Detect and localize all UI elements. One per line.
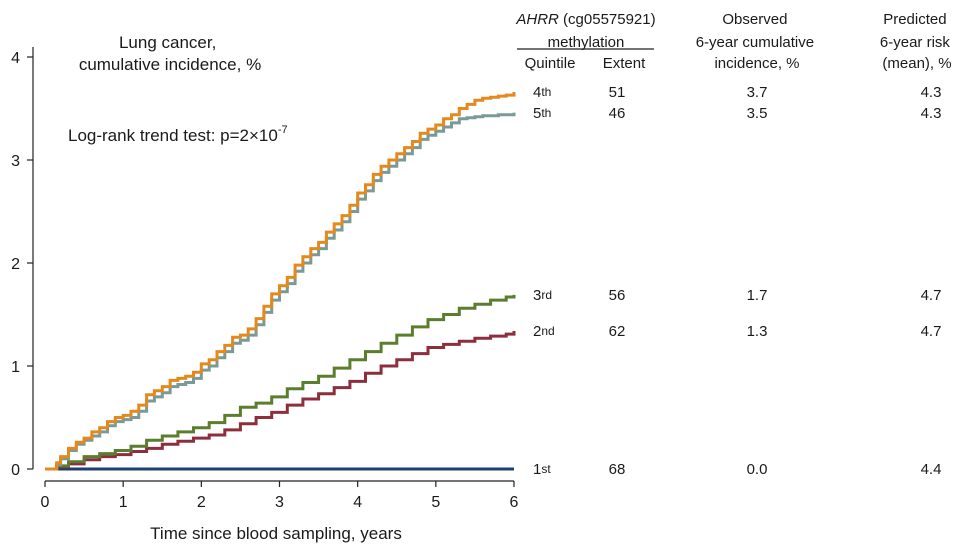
logrank-exponent: -7: [278, 124, 288, 136]
x-tick-label: 0: [41, 494, 50, 511]
row-extent: 56: [609, 287, 626, 304]
table-rows: 4th 51 3.7 4.3 5th 46 3.5 4.3 3rd 56 1.7 4.7 2nd 62 1.…: [533, 84, 941, 478]
col-predicted: Predicted 6-year risk (mean), %: [880, 11, 954, 72]
y-tick-label: 2: [11, 256, 20, 273]
x-tick-label: 5: [431, 494, 440, 511]
row-observed: 1.3: [747, 323, 768, 340]
logrank-annotation: Log-rank trend test: p=2×10-7: [68, 124, 288, 145]
col-observed-l3: incidence, %: [714, 55, 799, 72]
col-quintile: Quintile: [525, 55, 576, 72]
row-observed: 3.5: [747, 105, 768, 122]
methylation-probe: (cg05575921): [559, 11, 656, 28]
y-tick-label: 1: [11, 359, 20, 376]
row-predicted: 4.3: [921, 84, 942, 101]
y-ticks: 0 1 2 3 4: [11, 50, 33, 479]
x-tick-label: 2: [197, 494, 206, 511]
curve-2nd: [45, 331, 516, 471]
curves: [45, 92, 516, 471]
y-tick-label: 3: [11, 153, 20, 170]
col-predicted-l3: (mean), %: [882, 55, 951, 72]
col-extent: Extent: [603, 55, 646, 72]
row-extent: 51: [609, 84, 626, 101]
chart-title: Lung cancer, cumulative incidence, %: [79, 33, 261, 74]
methylation-header-line2: methylation: [548, 34, 625, 51]
table-row-5th: 5th 46 3.5 4.3: [533, 105, 941, 122]
row-observed: 1.7: [747, 287, 768, 304]
x-axis-label: Time since blood sampling, years: [150, 524, 402, 543]
row-predicted: 4.3: [921, 105, 942, 122]
curve-3rd: [45, 294, 516, 471]
x-tick-label: 6: [510, 494, 519, 511]
row-extent: 62: [609, 323, 626, 340]
row-predicted: 4.7: [921, 287, 942, 304]
row-quintile: 1st: [533, 461, 551, 478]
x-tick-label: 3: [275, 494, 284, 511]
x-tick-label: 4: [353, 494, 362, 511]
chart-title-line1: Lung cancer,: [119, 33, 216, 52]
x-ticks: 0 1 2 3 4 5 6: [41, 481, 519, 511]
col-observed-l1: Observed: [722, 11, 787, 28]
row-quintile: 3rd: [533, 287, 552, 304]
row-predicted: 4.4: [921, 461, 942, 478]
methylation-header: AHRR (cg05575921): [515, 11, 655, 28]
y-tick-label: 4: [11, 50, 20, 67]
row-quintile: 2nd: [533, 323, 555, 340]
row-predicted: 4.7: [921, 323, 942, 340]
curve-4th: [45, 92, 516, 471]
col-predicted-l2: 6-year risk: [880, 34, 951, 51]
row-observed: 0.0: [747, 461, 768, 478]
chart-title-line2: cumulative incidence, %: [79, 55, 261, 74]
col-observed: Observed 6-year cumulative incidence, %: [696, 11, 819, 72]
col-predicted-l1: Predicted: [883, 11, 946, 28]
table-row-1st: 1st 68 0.0 4.4: [533, 461, 941, 478]
table-row-4th: 4th 51 3.7 4.3: [533, 84, 941, 101]
x-tick-label: 1: [119, 494, 128, 511]
y-tick-label: 0: [11, 462, 20, 479]
table-row-2nd: 2nd 62 1.3 4.7: [533, 323, 941, 340]
logrank-text: Log-rank trend test: p=2×10: [68, 126, 278, 145]
col-observed-l2: 6-year cumulative: [696, 34, 814, 51]
row-extent: 46: [609, 105, 626, 122]
methylation-gene: AHRR: [515, 11, 559, 28]
row-quintile: 5th: [533, 105, 551, 122]
row-quintile: 4th: [533, 84, 551, 101]
row-observed: 3.7: [747, 84, 768, 101]
curve-5th: [45, 112, 516, 471]
table-row-3rd: 3rd 56 1.7 4.7: [533, 287, 941, 304]
row-extent: 68: [609, 461, 626, 478]
